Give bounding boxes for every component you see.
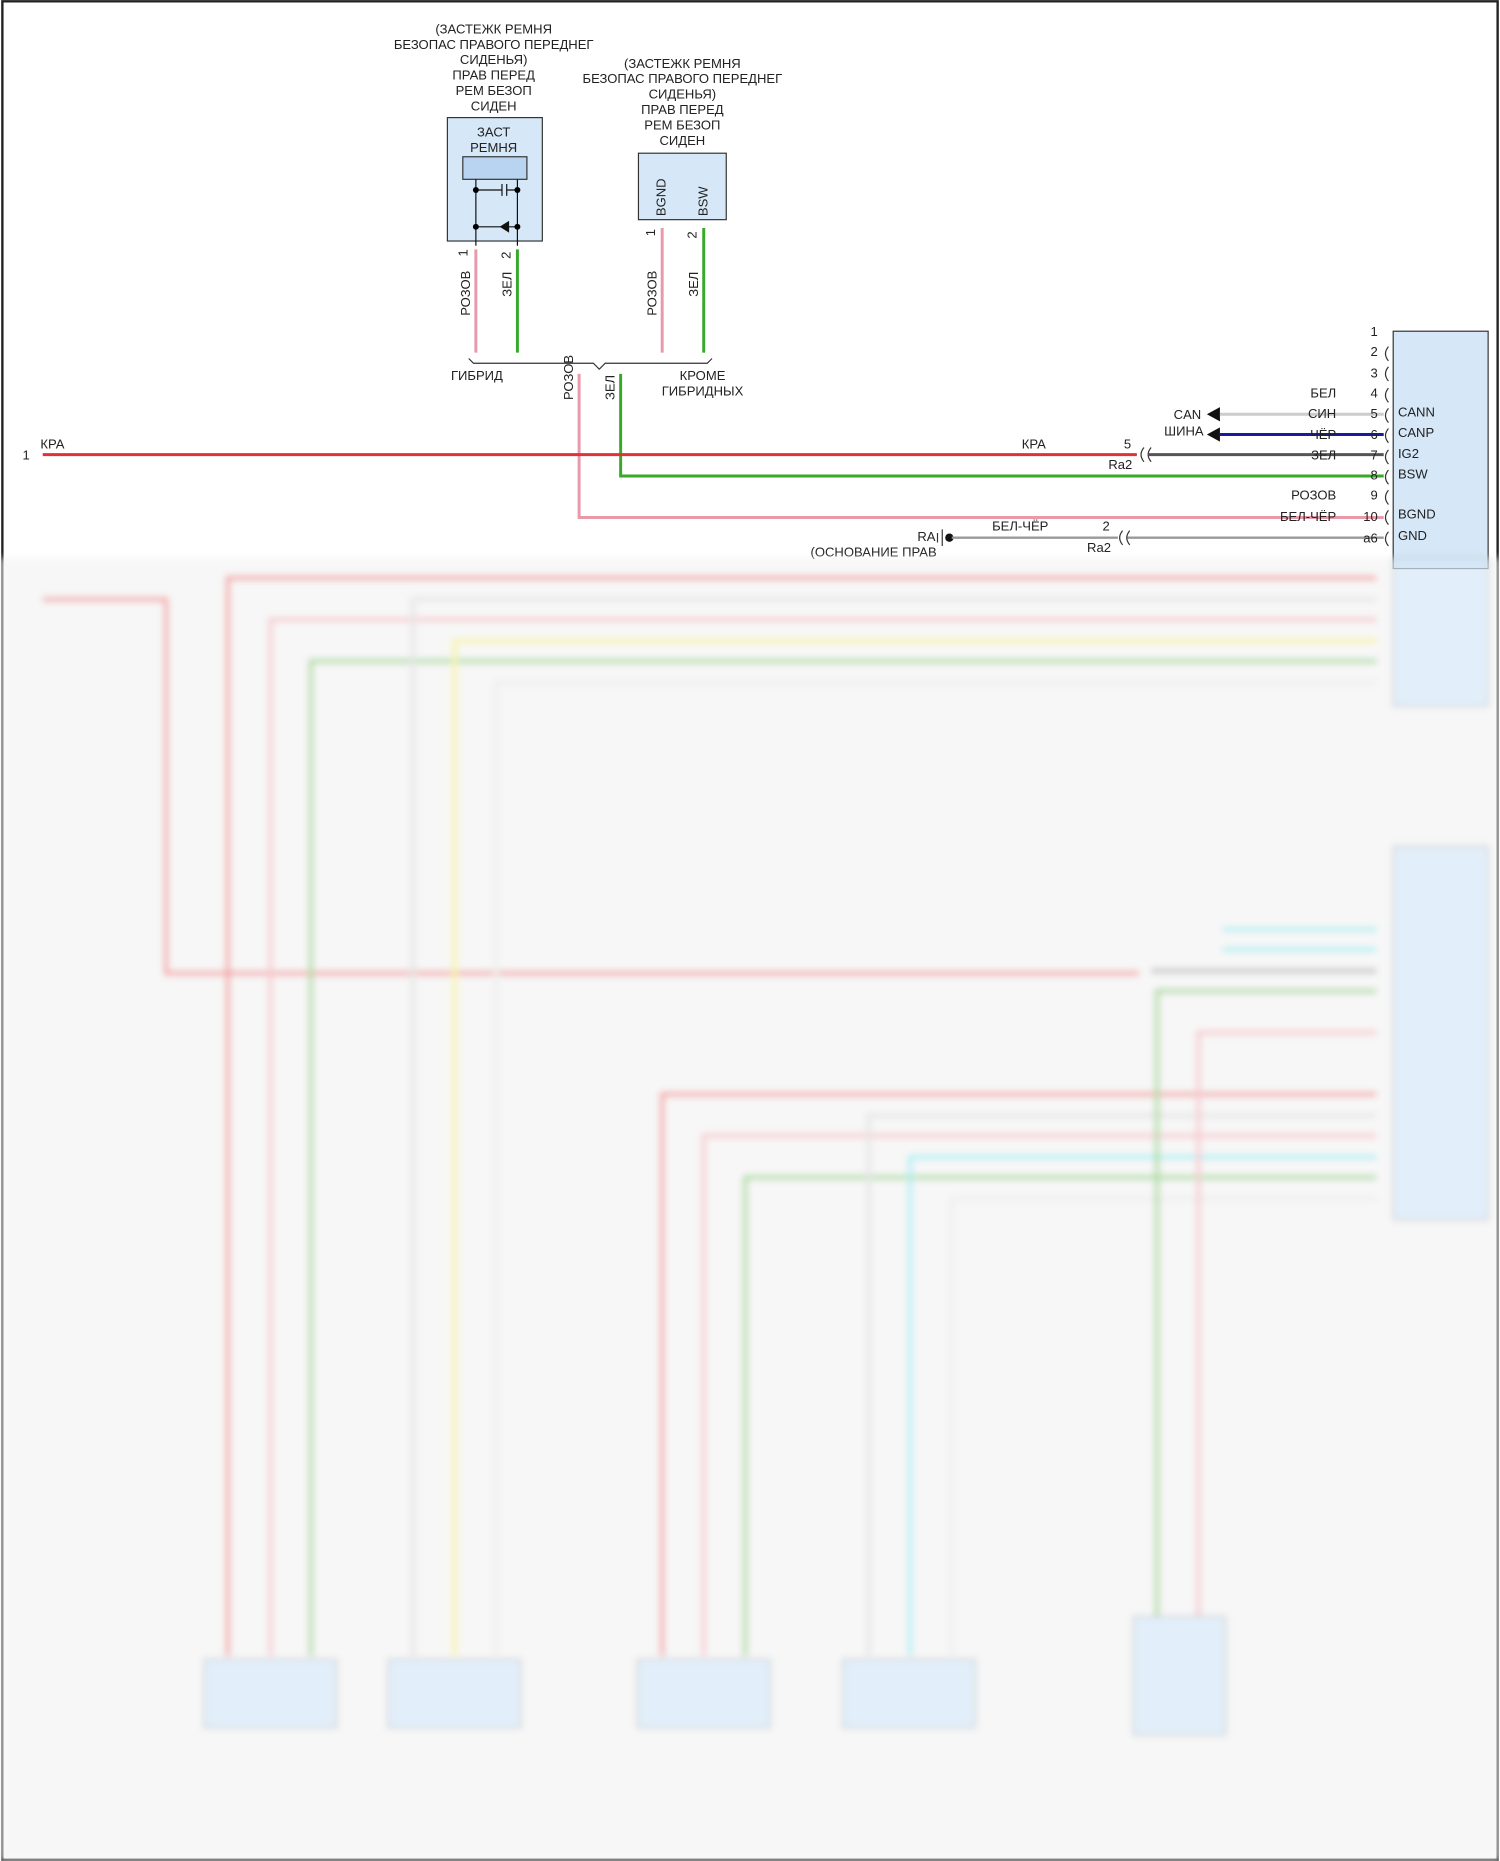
pin-number: 5 bbox=[1371, 406, 1378, 421]
pin-socket-icon bbox=[1384, 489, 1389, 505]
buckle-connector-b: (ЗАСТЕЖК РЕМНЯ БЕЗОПАС ПРАВОГО ПЕРЕДНЕГ … bbox=[583, 56, 783, 353]
wire-label: ЗЕЛ bbox=[603, 375, 618, 400]
label: ПРАВ ПЕРЕД bbox=[641, 102, 724, 117]
hybrid-label: ГИБРИД bbox=[451, 368, 503, 383]
pin-number: a6 bbox=[1363, 530, 1378, 545]
label: (ЗАСТЕЖК РЕМНЯ bbox=[435, 21, 552, 36]
green-wire bbox=[619, 373, 1384, 478]
pin-name: GND bbox=[1398, 528, 1427, 543]
label: РЕМ БЕЗОП bbox=[644, 117, 720, 132]
label: РЕМНЯ bbox=[470, 140, 517, 155]
pin-number: 9 bbox=[1371, 488, 1378, 503]
label: БЕЗОПАС ПРАВОГО ПЕРЕДНЕГ bbox=[394, 37, 594, 52]
ground-icon bbox=[936, 529, 943, 547]
label: ПРАВ ПЕРЕД bbox=[452, 68, 535, 83]
connector-icon bbox=[1119, 530, 1131, 546]
label: СИДЕН bbox=[471, 98, 517, 113]
pin-name: BGND bbox=[1398, 507, 1436, 522]
wire-label: БЕЛ-ЧЁР bbox=[1280, 509, 1337, 524]
pin-socket-icon bbox=[1384, 449, 1389, 465]
pin-socket-icon bbox=[1384, 407, 1389, 423]
ground-desc: (ОСНОВАНИЕ ПРАВ bbox=[811, 545, 937, 560]
label: ЗАСТ bbox=[477, 125, 510, 140]
wire-label: БЕЛ bbox=[1310, 386, 1336, 401]
wire-label: РОЗОВ bbox=[458, 270, 473, 315]
pin-name: BGND bbox=[654, 178, 669, 216]
connector-label: Ra2 bbox=[1108, 457, 1132, 472]
pin-name: BSW bbox=[1398, 466, 1428, 481]
pin-number: 6 bbox=[1371, 427, 1378, 442]
ground-label: RA bbox=[917, 529, 935, 544]
label: СИДЕНЬЯ) bbox=[649, 87, 717, 102]
arrow-icon bbox=[1206, 407, 1220, 422]
can-label: ШИНА bbox=[1164, 424, 1204, 439]
pin-name: BSW bbox=[695, 186, 710, 216]
pin-socket-icon bbox=[1384, 469, 1389, 485]
can-label: CAN bbox=[1174, 407, 1202, 422]
wire-label: ЗЕЛ bbox=[686, 272, 701, 297]
wire-label: КРА bbox=[40, 437, 64, 452]
pin-number: 4 bbox=[1371, 386, 1378, 401]
wire-label: РОЗОВ bbox=[1291, 488, 1336, 503]
pin-socket-icon bbox=[1384, 346, 1389, 362]
pin-number: 1 bbox=[1371, 324, 1378, 339]
label: СИДЕНЬЯ) bbox=[460, 52, 528, 67]
pin-number: 7 bbox=[1371, 447, 1378, 462]
connector-icon bbox=[1140, 447, 1152, 463]
pink-wire bbox=[577, 373, 1384, 520]
pin-name: CANP bbox=[1398, 425, 1435, 440]
blurred-preview bbox=[0, 557, 1500, 1861]
pin: 1 bbox=[23, 447, 30, 462]
pin-socket-icon bbox=[1384, 428, 1389, 444]
buckle-connector-a: (ЗАСТЕЖК РЕМНЯ БЕЗОПАС ПРАВОГО ПЕРЕДНЕГ … bbox=[394, 21, 594, 353]
pin-name: CANN bbox=[1398, 405, 1435, 420]
circuit-icon bbox=[475, 179, 518, 246]
label: (ЗАСТЕЖК РЕМНЯ bbox=[624, 56, 741, 71]
pin-name: IG2 bbox=[1398, 446, 1419, 461]
seatbelt-module-connector: 1 2 3 4 БЕЛ CANN 5 СИН CANP 6 ЧЁР IG2 7 ЗЕЛ BSW 8 9 РОЗОВ… bbox=[1280, 324, 1489, 570]
pin: 1 bbox=[643, 229, 658, 236]
arrow-icon bbox=[1206, 427, 1220, 442]
pin-number: 10 bbox=[1363, 509, 1378, 524]
pin: 2 bbox=[1102, 519, 1109, 534]
pin: 2 bbox=[498, 252, 513, 259]
label: СИДЕН bbox=[659, 133, 705, 148]
pin-socket-icon bbox=[1384, 531, 1389, 547]
wire-label: РОЗОВ bbox=[644, 270, 659, 315]
connector-label: Ra2 bbox=[1087, 540, 1111, 555]
pin-socket-icon bbox=[1384, 387, 1389, 403]
pin-socket-icon bbox=[1384, 366, 1389, 382]
wire-label: ЗЕЛ bbox=[499, 272, 514, 297]
pin-number: 3 bbox=[1371, 365, 1378, 380]
pin-socket-icon bbox=[1384, 510, 1389, 526]
wire-label: ЗЕЛ bbox=[1311, 447, 1336, 462]
wire-label: СИН bbox=[1308, 406, 1336, 421]
wire-label: БЕЛ-ЧЁР bbox=[992, 519, 1049, 534]
wire-label: КРА bbox=[1022, 437, 1046, 452]
pin-number: 8 bbox=[1371, 468, 1378, 483]
pin-number: 2 bbox=[1371, 344, 1378, 359]
pin: 2 bbox=[685, 231, 700, 238]
wire-label: РОЗОВ bbox=[561, 355, 576, 400]
wire-label: ЧЁР bbox=[1310, 427, 1336, 442]
pin: 5 bbox=[1124, 437, 1131, 452]
non-hybrid-label: КРОМЕ bbox=[680, 368, 726, 383]
non-hybrid-label: ГИБРИДНЫХ bbox=[662, 383, 744, 398]
switch-icon bbox=[462, 156, 528, 180]
label: РЕМ БЕЗОП bbox=[456, 83, 532, 98]
variant-brace bbox=[468, 358, 713, 371]
label: БЕЗОПАС ПРАВОГО ПЕРЕДНЕГ bbox=[583, 71, 783, 86]
pin: 1 bbox=[456, 249, 471, 256]
